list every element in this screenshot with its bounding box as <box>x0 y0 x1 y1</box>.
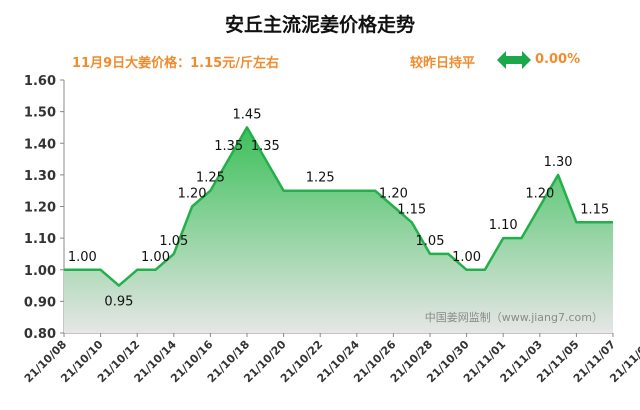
data-label: 1.20 <box>178 187 207 202</box>
y-tick-label: 1.00 <box>24 264 56 279</box>
y-tick-label: 1.10 <box>24 232 56 247</box>
data-label: 1.00 <box>68 250 97 265</box>
data-label: 0.95 <box>104 295 133 310</box>
data-labels: 1.000.951.001.051.201.251.351.451.351.25… <box>68 107 609 309</box>
price-area <box>64 127 613 334</box>
y-tick-label: 0.90 <box>24 295 56 310</box>
data-label: 1.00 <box>141 250 170 265</box>
data-label: 1.15 <box>580 202 609 217</box>
watermark-text: 中国姜网监制（www.jiang7.com） <box>425 310 603 324</box>
data-label: 1.05 <box>159 234 188 249</box>
data-label: 1.25 <box>196 171 225 186</box>
data-label: 1.25 <box>306 171 335 186</box>
price-note: 11月9日大姜价格：1.15元/斤左右 <box>72 56 279 71</box>
chart-title: 安丘主流泥姜价格走势 <box>224 14 415 36</box>
y-tick-label: 1.60 <box>24 74 56 89</box>
data-label: 1.30 <box>544 155 573 170</box>
data-label: 1.00 <box>452 250 481 265</box>
y-tick-label: 1.30 <box>24 169 56 184</box>
data-label: 1.20 <box>525 187 554 202</box>
y-tick-label: 0.80 <box>24 327 56 342</box>
price-line <box>64 126 613 287</box>
data-label: 1.05 <box>416 234 445 249</box>
data-label: 1.35 <box>251 139 280 154</box>
y-tick-label: 1.50 <box>24 106 56 121</box>
y-tick-label: 1.40 <box>24 137 56 152</box>
data-label: 1.15 <box>397 202 426 217</box>
change-percent: 0.00% <box>535 52 581 67</box>
data-label: 1.45 <box>233 107 262 122</box>
data-label: 1.10 <box>489 218 518 233</box>
data-label: 1.35 <box>214 139 243 154</box>
y-tick-label: 1.20 <box>24 201 56 216</box>
double-arrow-icon <box>497 51 531 69</box>
data-label: 1.20 <box>379 187 408 202</box>
plot-area: 中国姜网监制（www.jiang7.com） <box>64 126 613 334</box>
compare-label: 较昨日持平 <box>410 56 476 71</box>
